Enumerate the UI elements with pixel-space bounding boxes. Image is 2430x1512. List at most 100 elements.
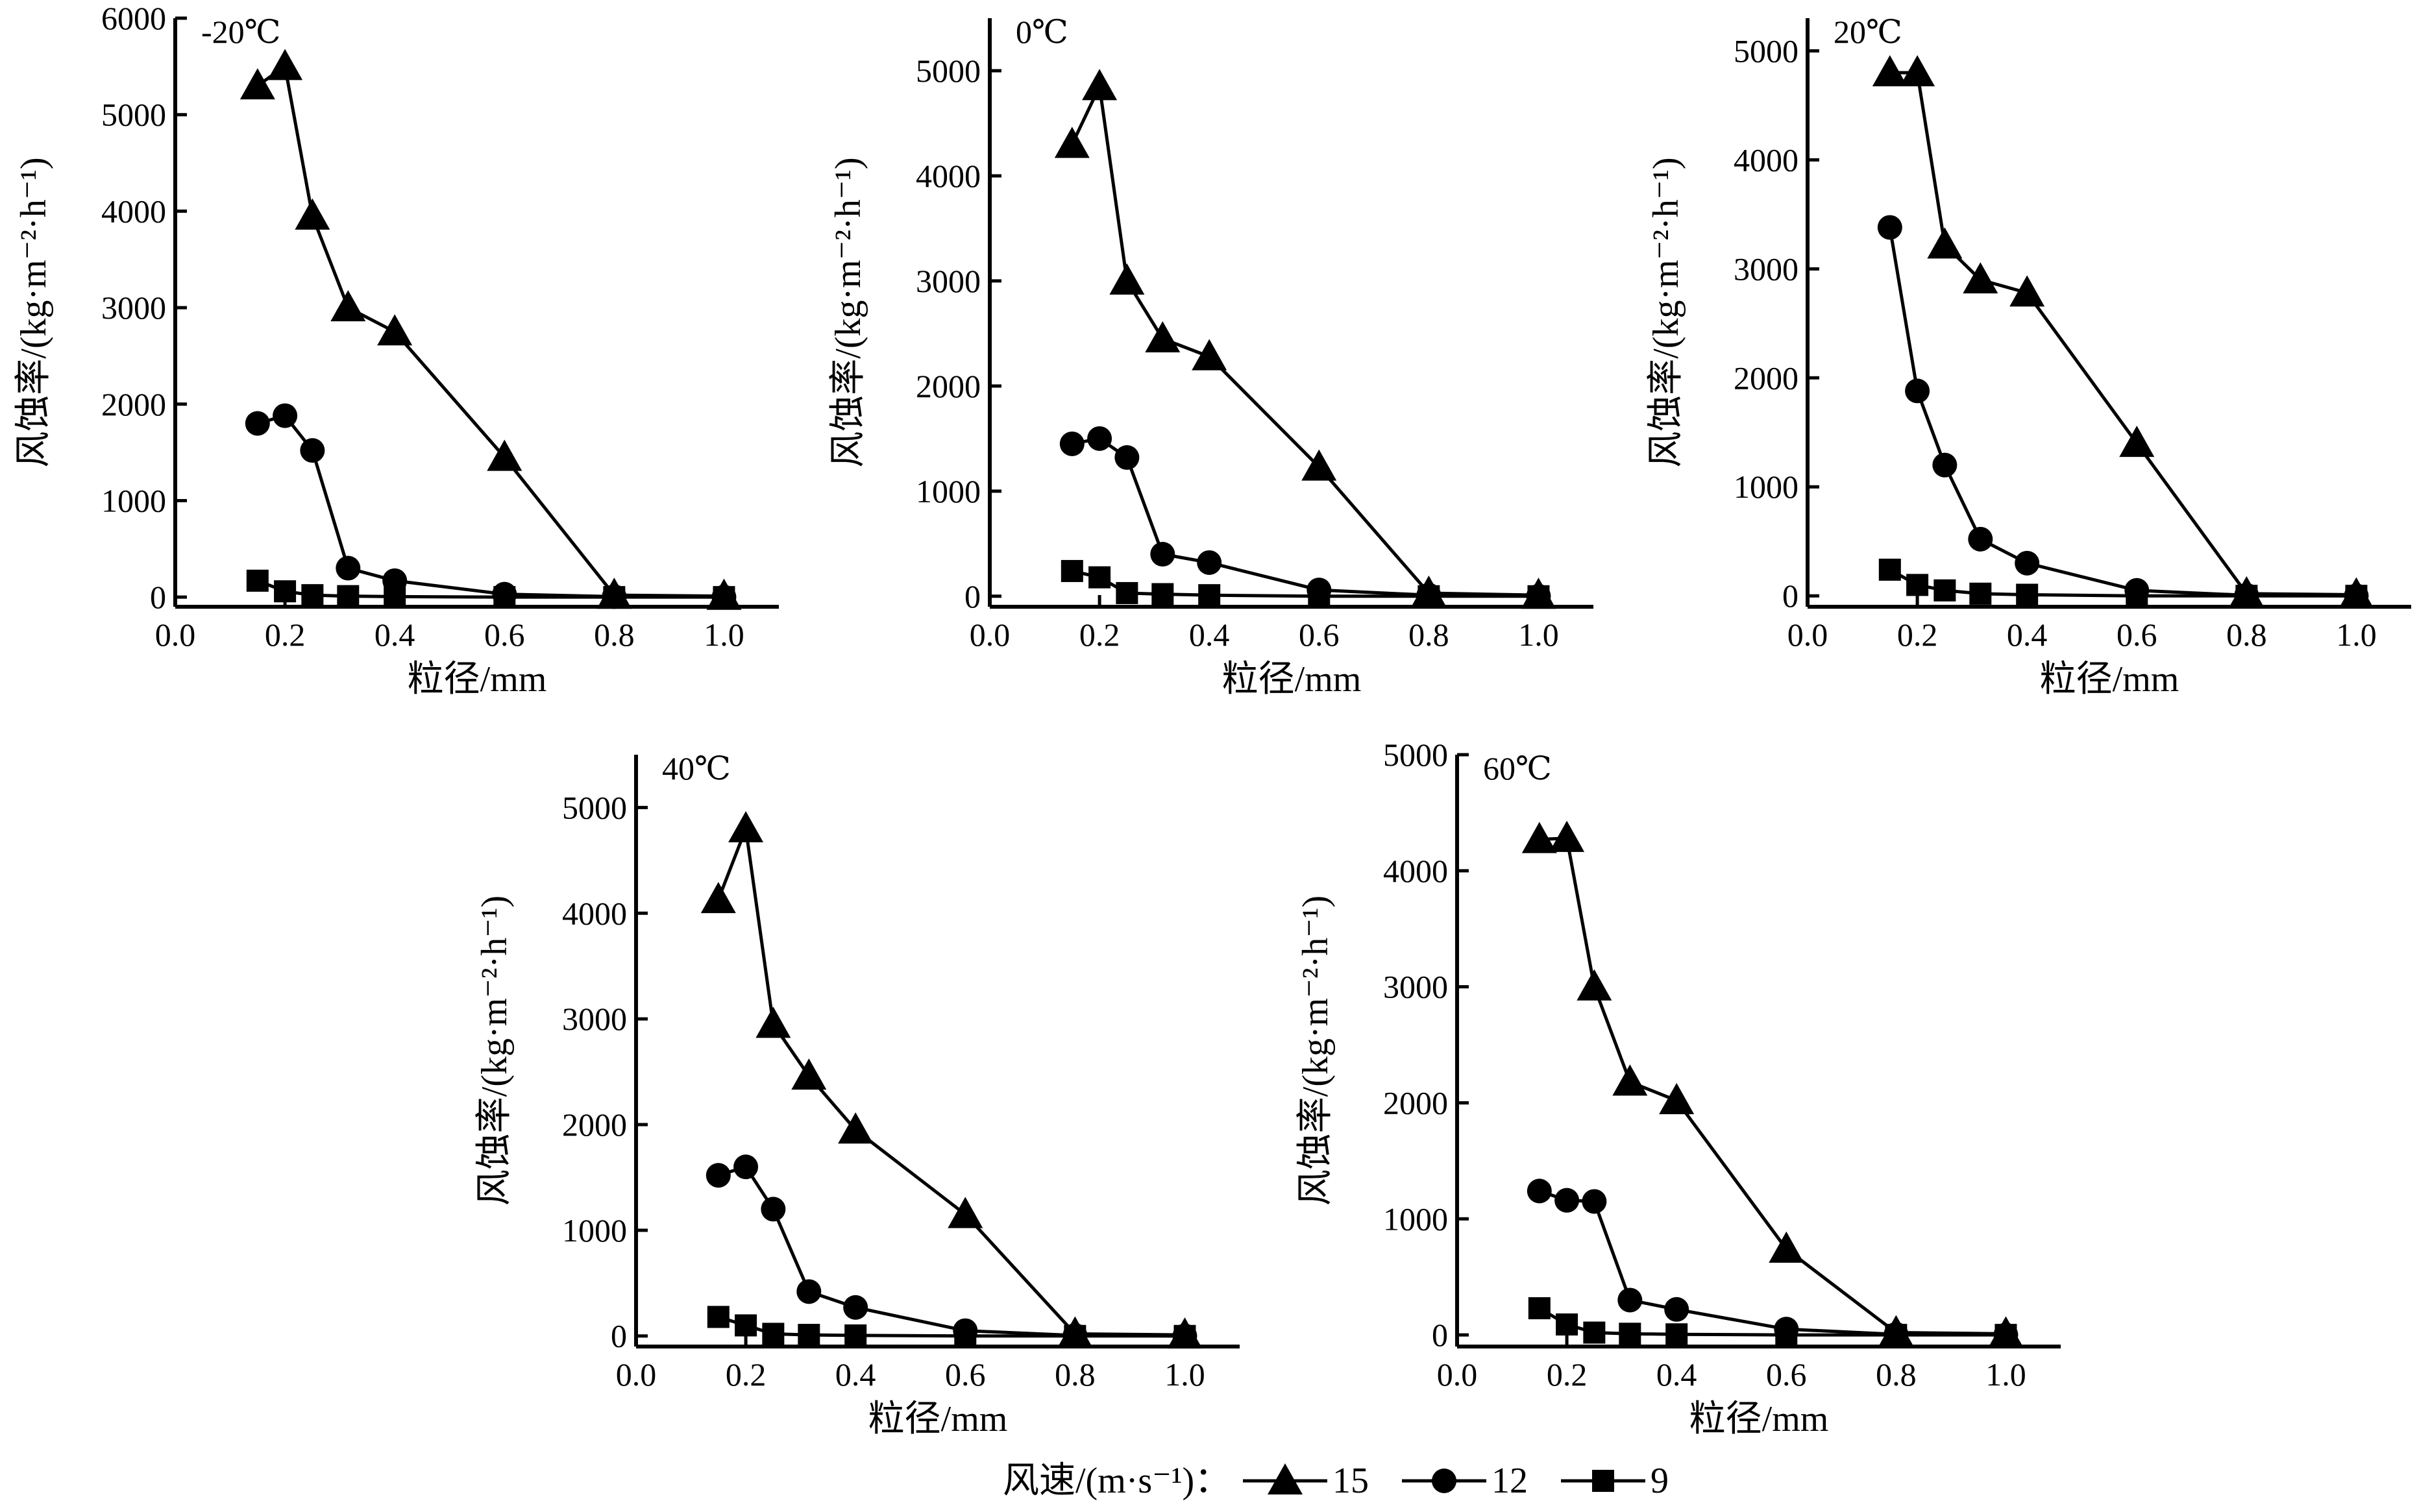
panel-title: 20℃ bbox=[1834, 14, 1902, 50]
data-point-square bbox=[1527, 585, 1550, 607]
y-tick-label: 1000 bbox=[916, 473, 981, 509]
chart-panel-5: 0 1000 2000 3000 4000 5000 0.0 0.2 0.4 0.6 0.8 1.0 粒… bbox=[1295, 737, 2061, 1439]
data-point-circle bbox=[1087, 426, 1112, 451]
y-axis-title: 风蚀率/(kg·m⁻²·h⁻¹) bbox=[1295, 896, 1336, 1206]
y-tick-label: 4000 bbox=[1383, 853, 1448, 889]
data-point-square bbox=[1064, 1324, 1086, 1347]
data-point-circle bbox=[706, 1163, 731, 1188]
data-point-square bbox=[735, 1314, 757, 1337]
y-tick-label: 0 bbox=[150, 579, 166, 615]
series-line-9 bbox=[1889, 568, 2357, 598]
legend-marker-square bbox=[1592, 1470, 1614, 1492]
y-tick-label: 0 bbox=[611, 1318, 627, 1354]
data-point-square bbox=[1969, 582, 1992, 605]
series-line-15 bbox=[1539, 836, 2006, 1335]
data-point-square bbox=[1151, 583, 1174, 605]
data-point-triangle bbox=[377, 314, 413, 346]
x-tick-label: 0.8 bbox=[1408, 616, 1449, 653]
data-point-circle bbox=[1150, 542, 1175, 567]
legend: 风速/(m·s⁻¹)： 15 12 9 bbox=[1003, 1461, 1669, 1501]
y-tick-label: 5000 bbox=[562, 789, 627, 825]
y-axis-title: 风蚀率/(kg·m⁻²·h⁻¹) bbox=[474, 896, 515, 1206]
chart-panel-2: 0 1000 2000 3000 4000 5000 0.0 0.2 0.4 0.6 0.8 1.0 粒… bbox=[828, 14, 1593, 700]
legend-title: 风速/(m·s⁻¹)： bbox=[1003, 1461, 1231, 1501]
data-point-triangle bbox=[1872, 55, 1908, 87]
data-point-triangle bbox=[239, 68, 275, 100]
data-point-triangle bbox=[1769, 1231, 1804, 1263]
series-line-15 bbox=[256, 64, 724, 598]
series-line-15 bbox=[1889, 71, 2357, 597]
data-point-circle bbox=[843, 1295, 868, 1320]
y-tick-label: 2000 bbox=[101, 386, 166, 422]
x-axis-title: 粒径/mm bbox=[1222, 659, 1362, 700]
data-point-triangle bbox=[700, 882, 736, 914]
data-point-square bbox=[1528, 1297, 1551, 1319]
y-tick-label: 0 bbox=[1782, 578, 1798, 614]
data-point-square bbox=[844, 1324, 867, 1347]
y-tick-label: 2000 bbox=[562, 1106, 627, 1143]
data-point-triangle bbox=[2119, 426, 2155, 457]
data-point-circle bbox=[733, 1154, 759, 1180]
data-point-circle bbox=[1664, 1297, 1689, 1322]
data-point-square bbox=[1308, 585, 1331, 607]
data-point-square bbox=[1775, 1324, 1798, 1347]
x-axis-title: 粒径/mm bbox=[868, 1399, 1008, 1439]
data-point-square bbox=[1994, 1324, 2017, 1347]
y-tick-label: 0 bbox=[1432, 1317, 1448, 1353]
data-point-triangle bbox=[1082, 69, 1118, 101]
data-point-square bbox=[1556, 1313, 1578, 1336]
y-tick-label: 5000 bbox=[1734, 32, 1798, 69]
data-point-square bbox=[2126, 585, 2148, 607]
data-point-circle bbox=[1114, 445, 1140, 470]
y-tick-label: 4000 bbox=[101, 193, 166, 229]
data-point-circle bbox=[1059, 431, 1085, 456]
y-tick-label: 5000 bbox=[101, 97, 166, 133]
data-point-square bbox=[2235, 585, 2258, 607]
data-point-square bbox=[1665, 1323, 1688, 1346]
data-point-triangle bbox=[1192, 339, 1227, 371]
x-tick-label: 0.0 bbox=[155, 616, 196, 653]
data-point-square bbox=[798, 1324, 820, 1347]
y-tick-label: 1000 bbox=[562, 1212, 627, 1249]
data-point-square bbox=[2016, 583, 2039, 606]
x-tick-label: 0.6 bbox=[1766, 1356, 1807, 1393]
series-line-12 bbox=[1888, 227, 2357, 598]
panel-title: -20℃ bbox=[201, 14, 281, 50]
data-point-triangle bbox=[267, 49, 303, 80]
data-point-circle bbox=[336, 555, 361, 581]
data-point-circle bbox=[1582, 1189, 1607, 1214]
chart-panel-1: 0 1000 2000 3000 4000 5000 6000 0.0 0.2 0.4 0.6 0.8… bbox=[14, 0, 779, 700]
data-point-square bbox=[954, 1324, 977, 1347]
data-point-circle bbox=[796, 1279, 822, 1304]
y-tick-label: 3000 bbox=[562, 1001, 627, 1037]
y-tick-label: 3000 bbox=[101, 289, 166, 326]
y-tick-label: 6000 bbox=[101, 0, 166, 36]
data-point-triangle bbox=[1054, 127, 1090, 158]
data-point-triangle bbox=[1927, 227, 1963, 259]
y-tick-label: 1000 bbox=[1734, 469, 1798, 505]
legend-label: 9 bbox=[1651, 1461, 1669, 1501]
y-axis-title: 风蚀率/(kg·m⁻²·h⁻¹) bbox=[828, 157, 868, 467]
data-point-circle bbox=[1877, 215, 1902, 240]
x-tick-label: 0.6 bbox=[2117, 616, 2157, 653]
x-axis-title: 粒径/mm bbox=[408, 659, 547, 700]
y-tick-label: 4000 bbox=[562, 895, 627, 931]
data-point-circle bbox=[1932, 452, 1958, 478]
x-tick-label: 0.4 bbox=[1189, 616, 1230, 653]
data-point-square bbox=[1906, 574, 1929, 596]
data-point-circle bbox=[1968, 526, 1993, 552]
y-tick-label: 2000 bbox=[1734, 360, 1798, 396]
series-line-15 bbox=[1070, 80, 1539, 597]
chart-panel-3: 0 1000 2000 3000 4000 5000 0.0 0.2 0.4 0.6 0.8 1.0 粒… bbox=[1646, 14, 2411, 700]
data-point-square bbox=[1619, 1323, 1641, 1345]
y-axis-title: 风蚀率/(kg·m⁻²·h⁻¹) bbox=[14, 157, 54, 467]
y-tick-label: 5000 bbox=[916, 53, 981, 89]
data-point-triangle bbox=[1301, 449, 1337, 481]
data-point-circle bbox=[300, 438, 325, 463]
x-axis-title: 粒径/mm bbox=[1689, 1399, 1829, 1439]
data-point-square bbox=[1933, 579, 1956, 602]
data-point-triangle bbox=[728, 811, 764, 843]
data-point-square bbox=[1583, 1321, 1606, 1344]
data-point-square bbox=[1173, 1324, 1196, 1347]
data-point-square bbox=[1088, 566, 1111, 589]
